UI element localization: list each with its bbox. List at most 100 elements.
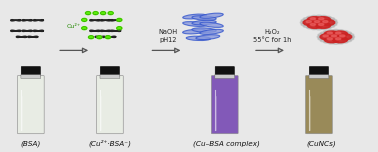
Ellipse shape <box>186 36 211 40</box>
Polygon shape <box>108 12 113 15</box>
Circle shape <box>325 26 331 29</box>
Text: NaOH
pH12: NaOH pH12 <box>159 29 178 43</box>
Circle shape <box>303 18 309 20</box>
Ellipse shape <box>200 13 223 18</box>
Circle shape <box>332 35 337 37</box>
Circle shape <box>310 23 316 26</box>
Circle shape <box>327 32 333 34</box>
Ellipse shape <box>183 14 206 19</box>
Circle shape <box>332 21 338 24</box>
Text: (CuNCs): (CuNCs) <box>306 140 336 147</box>
Circle shape <box>320 39 326 42</box>
Circle shape <box>333 29 339 32</box>
FancyBboxPatch shape <box>305 76 332 134</box>
Circle shape <box>303 25 309 27</box>
Circle shape <box>311 27 317 30</box>
Ellipse shape <box>196 35 220 40</box>
Circle shape <box>320 34 335 40</box>
FancyBboxPatch shape <box>96 76 123 134</box>
Circle shape <box>321 27 327 30</box>
Circle shape <box>307 26 313 29</box>
Circle shape <box>333 37 347 43</box>
Circle shape <box>348 38 354 40</box>
Circle shape <box>311 19 327 26</box>
Circle shape <box>301 23 307 26</box>
Ellipse shape <box>200 22 223 27</box>
Polygon shape <box>117 27 122 30</box>
Circle shape <box>307 16 313 19</box>
Circle shape <box>320 32 326 34</box>
Circle shape <box>328 30 334 32</box>
Circle shape <box>329 18 335 20</box>
Circle shape <box>321 15 327 18</box>
Circle shape <box>323 21 328 23</box>
Circle shape <box>327 38 333 40</box>
Text: (BSA): (BSA) <box>21 140 41 147</box>
FancyBboxPatch shape <box>17 76 44 134</box>
FancyBboxPatch shape <box>309 67 328 76</box>
FancyBboxPatch shape <box>21 67 40 76</box>
Circle shape <box>346 39 352 42</box>
FancyBboxPatch shape <box>21 75 41 78</box>
Circle shape <box>346 32 352 34</box>
Ellipse shape <box>183 22 206 26</box>
Circle shape <box>301 19 307 22</box>
Circle shape <box>324 31 339 37</box>
Circle shape <box>311 15 317 18</box>
FancyBboxPatch shape <box>211 76 238 134</box>
Circle shape <box>324 41 330 43</box>
Circle shape <box>307 22 322 28</box>
Circle shape <box>324 37 339 43</box>
Circle shape <box>307 17 322 23</box>
Circle shape <box>316 22 331 28</box>
Circle shape <box>303 19 318 26</box>
Circle shape <box>318 34 324 36</box>
FancyBboxPatch shape <box>215 75 235 78</box>
Circle shape <box>323 35 328 37</box>
Polygon shape <box>82 27 87 30</box>
Circle shape <box>349 36 355 38</box>
Circle shape <box>319 23 324 26</box>
Text: (Cu–BSA complex): (Cu–BSA complex) <box>193 140 260 147</box>
Text: H₂O₂
55°C for 1h: H₂O₂ 55°C for 1h <box>253 29 291 43</box>
Circle shape <box>325 16 331 19</box>
Polygon shape <box>82 18 87 21</box>
Polygon shape <box>117 18 122 21</box>
Circle shape <box>319 18 324 20</box>
Circle shape <box>314 21 320 23</box>
Polygon shape <box>93 12 98 15</box>
Ellipse shape <box>192 16 216 20</box>
Circle shape <box>300 21 306 24</box>
Circle shape <box>316 28 322 30</box>
Polygon shape <box>97 36 102 39</box>
Polygon shape <box>85 12 91 15</box>
Circle shape <box>324 31 330 33</box>
Circle shape <box>320 19 335 26</box>
Circle shape <box>316 15 322 17</box>
Circle shape <box>340 35 345 37</box>
Circle shape <box>342 41 348 43</box>
Text: (Cu²⁺·BSA⁻): (Cu²⁺·BSA⁻) <box>88 139 132 147</box>
Ellipse shape <box>192 28 216 32</box>
Circle shape <box>336 38 341 40</box>
FancyBboxPatch shape <box>309 75 329 78</box>
FancyBboxPatch shape <box>100 75 120 78</box>
Circle shape <box>331 19 337 22</box>
Text: Cu²⁺: Cu²⁺ <box>67 24 81 29</box>
Circle shape <box>337 34 352 40</box>
Ellipse shape <box>200 29 223 34</box>
Circle shape <box>316 17 331 23</box>
Circle shape <box>328 42 334 44</box>
Circle shape <box>317 36 323 38</box>
Circle shape <box>310 18 316 20</box>
Circle shape <box>318 38 324 40</box>
Circle shape <box>306 21 311 23</box>
Ellipse shape <box>192 20 216 25</box>
Circle shape <box>333 31 347 37</box>
FancyBboxPatch shape <box>100 67 119 76</box>
Polygon shape <box>105 36 111 39</box>
Circle shape <box>336 32 341 34</box>
Circle shape <box>338 30 344 32</box>
FancyBboxPatch shape <box>215 67 234 76</box>
Circle shape <box>348 34 354 36</box>
